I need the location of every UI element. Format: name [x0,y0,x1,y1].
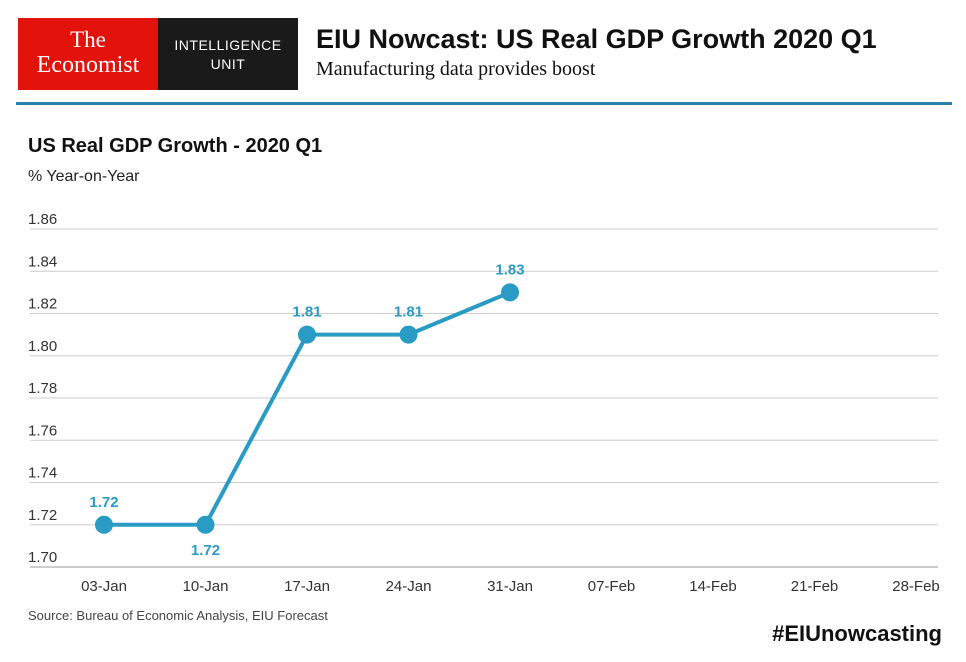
data-points [95,283,519,534]
x-tick-label: 07-Feb [588,578,636,595]
data-point [95,515,113,534]
source-note: Source: Bureau of Economic Analysis, EIU… [28,608,328,623]
x-tick-label: 24-Jan [386,578,432,595]
x-tick-label: 14-Feb [689,578,737,595]
logo-line-unit: UNIT [210,56,246,72]
y-tick-label: 1.82 [28,296,57,313]
y-tick-label: 1.80 [28,338,57,355]
x-tick-label: 31-Jan [487,578,533,595]
data-labels: 1.72 1.72 1.81 1.81 1.83 [89,261,524,558]
data-point [399,325,418,344]
data-point [196,515,215,534]
data-label: 1.81 [292,304,321,321]
y-tick-label: 1.74 [28,465,57,482]
data-point [501,283,519,302]
x-tick-label: 28-Feb [892,578,940,595]
y-tick-labels: 1.70 1.72 1.74 1.76 1.78 1.80 1.82 1.84 1.86 [28,211,57,566]
y-axis-unit-label: % Year-on-Year [28,168,140,185]
logo-line-the: The [70,27,106,52]
x-tick-label: 17-Jan [284,578,330,595]
data-point [298,325,316,344]
logo-line-economist: Economist [36,52,140,78]
data-label: 1.72 [191,542,220,559]
data-label: 1.81 [394,304,423,321]
y-tick-label: 1.76 [28,422,57,439]
y-tick-label: 1.72 [28,507,57,524]
y-tick-label: 1.84 [28,253,57,270]
header-divider [16,102,952,105]
y-tick-label: 1.78 [28,380,57,397]
page-title: EIU Nowcast: US Real GDP Growth 2020 Q1 [316,24,877,54]
x-tick-label: 21-Feb [791,578,839,595]
hashtag: #EIUnowcasting [772,621,942,646]
y-tick-label: 1.70 [28,549,57,566]
chart-title: US Real GDP Growth - 2020 Q1 [28,135,323,157]
intelligence-unit-logo: INTELLIGENCE UNIT [158,18,298,90]
gridlines [30,228,938,568]
x-tick-labels: 03-Jan 10-Jan 17-Jan 24-Jan 31-Jan 07-Feb 14-F… [81,578,940,595]
economist-logo: The Economist [18,18,158,90]
data-label: 1.72 [89,494,118,511]
page-subtitle: Manufacturing data provides boost [316,58,596,80]
data-label: 1.83 [495,261,524,278]
x-tick-label: 03-Jan [81,578,127,595]
y-tick-label: 1.86 [28,211,57,228]
x-tick-label: 10-Jan [183,578,229,595]
logo-line-intelligence: INTELLIGENCE [174,37,282,53]
